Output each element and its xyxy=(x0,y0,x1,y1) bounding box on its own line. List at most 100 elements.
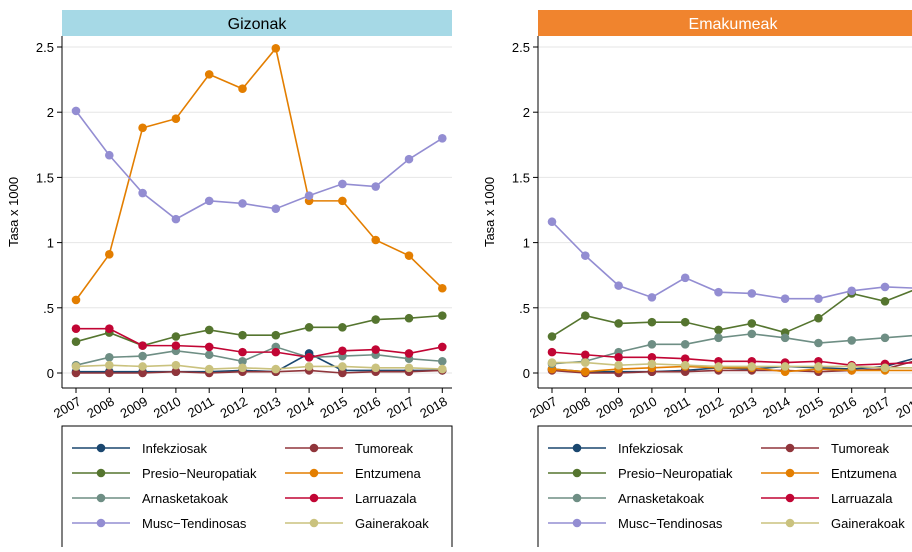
legend-label-arnasketakoak: Arnasketakoak xyxy=(142,491,228,506)
data-point-presio-neuropatiak xyxy=(614,319,623,328)
data-point-musc-tendinosas xyxy=(780,294,790,303)
panel-title-banner xyxy=(62,10,452,36)
legend-swatch-marker-entzumena xyxy=(309,468,319,478)
x-tick-label: 2014 xyxy=(284,394,317,421)
data-point-arnasketakoak xyxy=(847,336,856,345)
legend-swatch-marker-presio-neuropatiak xyxy=(572,468,582,478)
legend-label-musc-tendinosas: Musc−Tendinosas xyxy=(618,516,723,531)
data-point-arnasketakoak xyxy=(780,333,790,343)
legend-label-gainerakoak: Gainerakoak xyxy=(355,516,429,531)
x-tick-label: 2012 xyxy=(693,394,726,421)
data-point-musc-tendinosas xyxy=(747,289,757,298)
x-tick-label: 2018 xyxy=(417,394,450,421)
data-point-entzumena xyxy=(171,114,181,124)
series-line-entzumena xyxy=(75,46,443,301)
legend-swatch-marker-arnasketakoak xyxy=(96,493,106,503)
y-tick-label: 1 xyxy=(523,236,530,251)
x-tick-label: 2010 xyxy=(627,394,660,421)
plot-area xyxy=(538,36,912,388)
data-point-larruazala xyxy=(647,353,657,362)
data-point-presio-neuropatiak xyxy=(238,330,247,340)
data-point-arnasketakoak xyxy=(238,356,247,366)
data-point-musc-tendinosas xyxy=(304,191,314,200)
data-point-gainerakoak xyxy=(105,360,114,370)
data-point-larruazala xyxy=(138,341,147,350)
data-point-gainerakoak xyxy=(138,362,147,371)
series-line-musc-tendinosas xyxy=(75,110,443,221)
data-point-arnasketakoak xyxy=(204,350,214,360)
legend-label-musc-tendinosas: Musc−Tendinosas xyxy=(142,516,247,531)
data-point-musc-tendinosas xyxy=(680,273,690,283)
data-point-presio-neuropatiak xyxy=(338,323,347,332)
data-point-gainerakoak xyxy=(780,362,790,371)
data-point-entzumena xyxy=(271,44,281,53)
data-point-entzumena xyxy=(581,367,590,376)
data-point-presio-neuropatiak xyxy=(204,325,214,335)
data-point-presio-neuropatiak xyxy=(304,323,314,332)
data-point-entzumena xyxy=(238,84,247,94)
x-tick-label: 2017 xyxy=(860,394,893,421)
data-point-arnasketakoak xyxy=(747,329,757,339)
y-tick-label: .5 xyxy=(43,301,54,316)
data-point-arnasketakoak xyxy=(880,333,890,343)
data-point-tumoreak xyxy=(171,367,181,376)
panel-title: Gizonak xyxy=(228,16,288,33)
x-tick-label: 2015 xyxy=(317,394,350,421)
data-point-presio-neuropatiak xyxy=(171,332,181,341)
data-point-entzumena xyxy=(371,235,381,245)
series-line-larruazala xyxy=(76,327,443,359)
data-point-musc-tendinosas xyxy=(71,106,81,116)
data-point-musc-tendinosas xyxy=(171,214,181,224)
data-point-gainerakoak xyxy=(714,362,723,371)
data-point-musc-tendinosas xyxy=(404,154,414,164)
legend-swatch-marker-musc-tendinosas xyxy=(572,518,582,528)
data-point-tumoreak xyxy=(138,368,147,378)
series-line-arnasketakoak xyxy=(75,346,443,366)
data-point-musc-tendinosas xyxy=(814,294,823,303)
data-point-gainerakoak xyxy=(547,358,557,367)
x-tick-label: 2015 xyxy=(793,394,826,421)
legend-box xyxy=(61,425,453,551)
data-point-musc-tendinosas xyxy=(847,286,856,296)
data-point-arnasketakoak xyxy=(138,351,147,361)
data-point-gainerakoak xyxy=(647,359,657,369)
series-line-gainerakoak xyxy=(75,364,443,370)
data-point-presio-neuropatiak xyxy=(404,313,414,323)
y-tick-label: 1.5 xyxy=(36,170,54,185)
legend-label-tumoreak: Tumoreak xyxy=(355,441,414,456)
data-point-entzumena xyxy=(404,251,414,260)
data-point-larruazala xyxy=(271,347,281,357)
legend-swatch-marker-gainerakoak xyxy=(785,518,795,528)
legend-swatch-marker-arnasketakoak xyxy=(572,493,582,503)
legend: Infekziosak Tumoreak Presio−Neuropatiak Ent… xyxy=(537,425,912,551)
y-tick-label: 0 xyxy=(47,366,54,381)
data-point-gainerakoak xyxy=(338,362,347,371)
data-point-gainerakoak xyxy=(747,362,757,371)
x-tick-label: 2016 xyxy=(827,394,860,421)
data-point-entzumena xyxy=(338,196,347,206)
legend-swatch-marker-gainerakoak xyxy=(309,518,319,528)
x-tick-label: 2014 xyxy=(760,394,793,421)
data-point-presio-neuropatiak xyxy=(714,325,723,335)
legend-swatch-marker-musc-tendinosas xyxy=(96,518,106,528)
series-line-tumoreak xyxy=(76,369,443,374)
data-point-gainerakoak xyxy=(304,362,314,371)
legend-label-entzumena: Entzumena xyxy=(831,466,898,481)
y-tick-label: 2 xyxy=(523,105,530,120)
y-tick-label: 0 xyxy=(523,366,530,381)
data-point-larruazala xyxy=(204,342,214,352)
data-point-musc-tendinosas xyxy=(547,217,557,227)
data-point-musc-tendinosas xyxy=(614,281,623,290)
data-point-presio-neuropatiak xyxy=(271,330,281,340)
data-point-musc-tendinosas xyxy=(271,204,281,213)
data-point-larruazala xyxy=(404,349,414,358)
data-point-musc-tendinosas xyxy=(238,199,247,208)
chart-panel-1: Gizonak 0 .5 1 1.5 2 2.5 Tasa x 1000 2007 2008 200… xyxy=(6,10,453,551)
data-point-gainerakoak xyxy=(581,358,590,367)
series-line-arnasketakoak xyxy=(551,333,912,365)
data-point-arnasketakoak xyxy=(814,338,823,348)
legend-swatch-marker-larruazala xyxy=(309,493,319,503)
data-point-larruazala xyxy=(371,345,381,354)
